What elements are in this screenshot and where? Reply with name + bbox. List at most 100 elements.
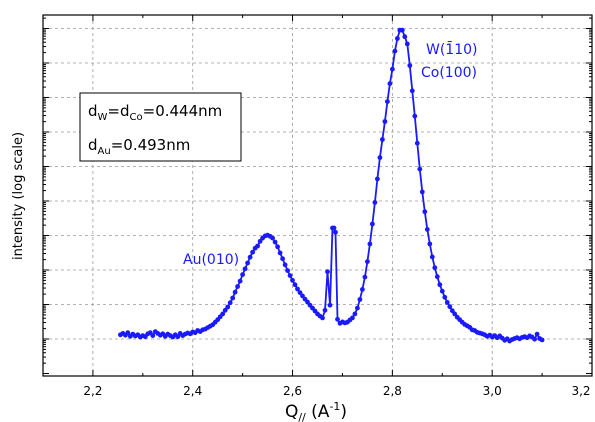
data-point [372, 200, 378, 205]
data-point [532, 336, 537, 342]
grid-lines [43, 15, 592, 376]
data-point [333, 229, 338, 235]
plot-frame [42, 14, 593, 377]
data-point [295, 286, 300, 292]
data-point [352, 311, 358, 317]
data-point [387, 81, 393, 86]
data-point [377, 155, 383, 161]
axis-ticks [42, 15, 593, 376]
data-point [350, 315, 355, 321]
data-point [335, 316, 340, 322]
data-point [331, 225, 337, 231]
data-point [362, 274, 368, 280]
data-point [320, 315, 325, 321]
data-point [322, 307, 328, 313]
x-tick-label: 2,8 [383, 384, 402, 398]
data-point [250, 249, 256, 255]
data-point [375, 176, 380, 182]
data-point [395, 36, 400, 41]
peak-label-co: Co(100) [421, 65, 477, 81]
x-tick-label: 2,2 [83, 384, 102, 398]
data-point [175, 334, 181, 340]
data-point [125, 330, 131, 336]
data-point [444, 300, 450, 305]
data-point [220, 311, 226, 317]
data-point [439, 288, 445, 294]
data-point [235, 284, 241, 289]
x-axis-label: Q// (A-1) [285, 400, 347, 422]
data-point [282, 262, 288, 268]
x-tick-label: 3,2 [571, 384, 590, 398]
data-point [247, 254, 253, 260]
data-point [452, 311, 458, 317]
data-point [292, 282, 298, 288]
data-point [357, 297, 363, 302]
data-point [380, 137, 385, 142]
data-point [429, 254, 435, 260]
series-line [119, 29, 543, 342]
data-point [245, 260, 251, 266]
data-point [539, 337, 545, 343]
data-point [407, 63, 413, 68]
data-series [118, 27, 545, 344]
data-point [422, 209, 428, 215]
data-point [434, 274, 440, 280]
data-point [437, 282, 443, 288]
data-point [275, 244, 280, 250]
legend-frame [79, 92, 242, 162]
data-point [285, 268, 290, 273]
data-point [297, 290, 303, 295]
x-tick-label: 3,0 [483, 384, 502, 398]
x-tick-label: 2,4 [183, 384, 202, 398]
data-point [325, 269, 330, 275]
data-point [280, 256, 285, 262]
peak-label-w: W(1̄10) [426, 40, 478, 58]
data-point [240, 272, 246, 277]
data-point [290, 277, 295, 283]
data-point [367, 241, 373, 247]
data-point [412, 113, 418, 119]
data-point [360, 287, 365, 292]
data-point [382, 119, 388, 124]
data-point [404, 41, 410, 47]
y-axis-label: intensity (log scale) [11, 132, 26, 260]
data-point [150, 333, 156, 338]
data-point [432, 265, 438, 271]
data-point [227, 300, 233, 306]
data-point [272, 239, 278, 245]
data-point [232, 289, 238, 295]
data-point [242, 266, 248, 272]
data-point [534, 331, 540, 337]
data-point [417, 166, 423, 172]
data-point [442, 294, 448, 300]
data-point [225, 304, 231, 310]
data-point [237, 278, 243, 284]
peak-label-au: Au(010) [183, 252, 239, 268]
data-point [402, 34, 408, 40]
data-point [327, 302, 333, 308]
data-point [222, 307, 228, 313]
data-point [355, 305, 360, 311]
data-point [287, 273, 293, 278]
data-point [255, 243, 260, 249]
legend-line-au: dAu=0.493nm [88, 136, 190, 157]
data-point [370, 221, 375, 227]
data-point [419, 189, 425, 195]
data-point [392, 48, 398, 54]
data-point [447, 304, 453, 310]
data-point [399, 27, 405, 33]
data-point [414, 140, 420, 146]
data-point [427, 241, 433, 247]
data-point [424, 227, 430, 232]
data-point [365, 259, 370, 264]
data-point [277, 250, 283, 256]
data-point [390, 66, 395, 72]
data-point [385, 99, 390, 104]
x-tick-labels: 2,2 2,4 2,6 2,8 3,0 3,2 [83, 384, 590, 398]
data-point [230, 295, 236, 301]
legend-line-w-co: dW=dCo=0.444nm [88, 102, 222, 123]
data-point [270, 235, 275, 241]
data-point [409, 88, 415, 94]
x-tick-label: 2,6 [283, 384, 302, 398]
